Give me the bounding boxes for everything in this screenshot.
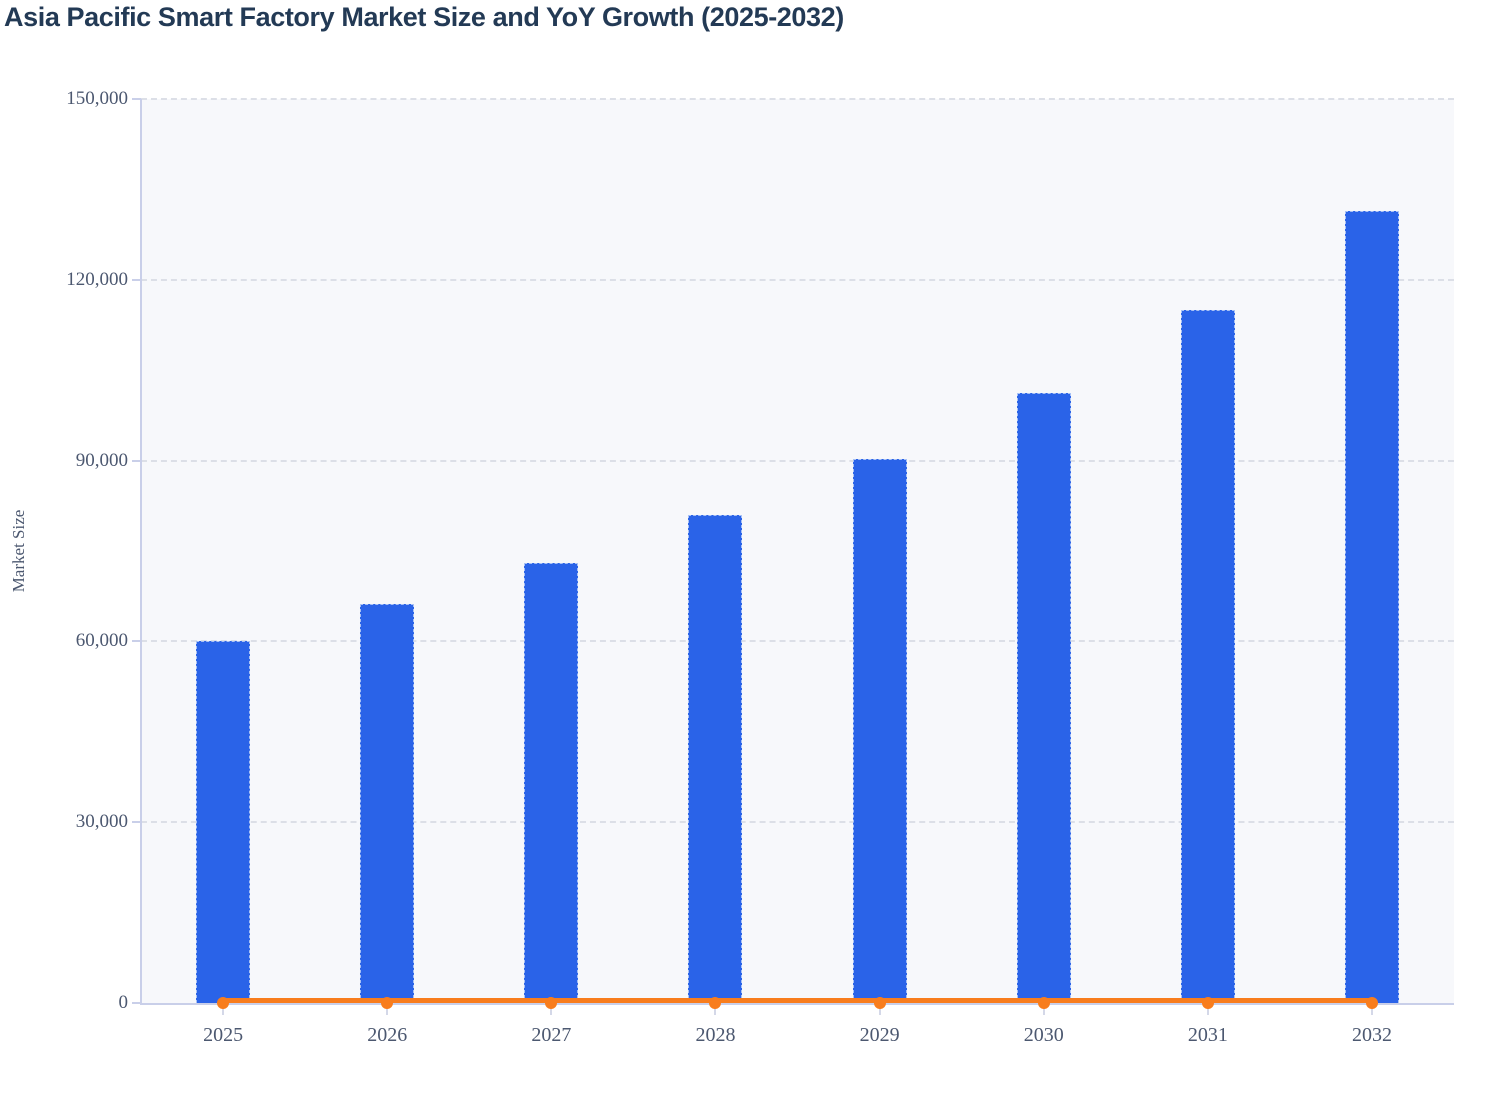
x-tick-mark-2026 [386, 1005, 389, 1015]
x-tick-mark-2031 [1206, 1005, 1209, 1015]
gridline-120000 [141, 278, 1454, 281]
yoy-dot-2026[interactable] [381, 997, 394, 1009]
x-label-2027: 2027 [531, 1024, 572, 1046]
gridline-150000 [141, 98, 1454, 100]
y-tick-label-0: 0 [118, 992, 129, 1013]
y-tick-mark-30000 [132, 821, 141, 824]
bar-2029[interactable] [852, 459, 907, 1003]
x-tick-mark-2032 [1370, 1005, 1373, 1015]
y-axis-line [140, 99, 142, 1005]
y-tick-label-150000: 150,000 [66, 88, 128, 109]
x-tick-mark-2028 [714, 1005, 717, 1015]
x-tick-mark-2029 [878, 1005, 881, 1015]
bar-2027[interactable] [524, 563, 579, 1003]
plot-area [141, 98, 1454, 1009]
y-tick-mark-150000 [132, 98, 141, 100]
bar-2025[interactable] [196, 641, 251, 1003]
yoy-dot-2025[interactable] [217, 997, 230, 1009]
x-label-2025: 2025 [203, 1024, 244, 1046]
x-label-2028: 2028 [695, 1024, 736, 1046]
gridline-60000 [141, 640, 1454, 643]
gridline-30000 [141, 821, 1454, 824]
bar-2028[interactable] [688, 514, 743, 1003]
x-label-2029: 2029 [859, 1024, 900, 1046]
bar-2026[interactable] [360, 604, 415, 1003]
yoy-dot-2030[interactable] [1037, 997, 1050, 1009]
y-tick-label-120000: 120,000 [66, 268, 128, 290]
x-label-2031: 2031 [1187, 1024, 1228, 1046]
gridline-90000 [141, 459, 1454, 462]
yoy-growth-line[interactable] [223, 998, 1372, 1003]
yoy-dot-2029[interactable] [873, 997, 886, 1009]
yoy-dot-2032[interactable] [1365, 997, 1378, 1009]
bar-2030[interactable] [1016, 392, 1071, 1003]
bar-2032[interactable] [1344, 211, 1399, 1003]
x-label-2032: 2032 [1351, 1024, 1392, 1046]
x-tick-mark-2025 [222, 1005, 225, 1015]
x-axis-line [141, 1003, 1454, 1005]
y-tick-label-60000: 60,000 [75, 630, 128, 652]
bar-2031[interactable] [1180, 309, 1235, 1003]
x-label-2026: 2026 [367, 1024, 408, 1046]
yoy-dot-2031[interactable] [1201, 997, 1214, 1009]
y-tick-mark-0 [132, 1002, 141, 1004]
chart-title: Asia Pacific Smart Factory Market Size a… [4, 2, 844, 32]
yoy-dot-2028[interactable] [709, 997, 722, 1009]
y-tick-mark-120000 [132, 278, 141, 281]
x-tick-mark-2027 [550, 1005, 553, 1015]
y-axis-tick-labels: 0 30,000 60,000 90,000 120,000 150,000 [0, 88, 128, 1013]
y-tick-label-30000: 30,000 [75, 811, 128, 833]
y-tick-mark-60000 [132, 640, 141, 643]
y-tick-label-90000: 90,000 [75, 449, 128, 471]
x-label-2030: 2030 [1023, 1024, 1064, 1046]
y-tick-mark-90000 [132, 459, 141, 462]
x-tick-mark-2030 [1042, 1005, 1045, 1015]
yoy-dot-2027[interactable] [545, 997, 558, 1009]
